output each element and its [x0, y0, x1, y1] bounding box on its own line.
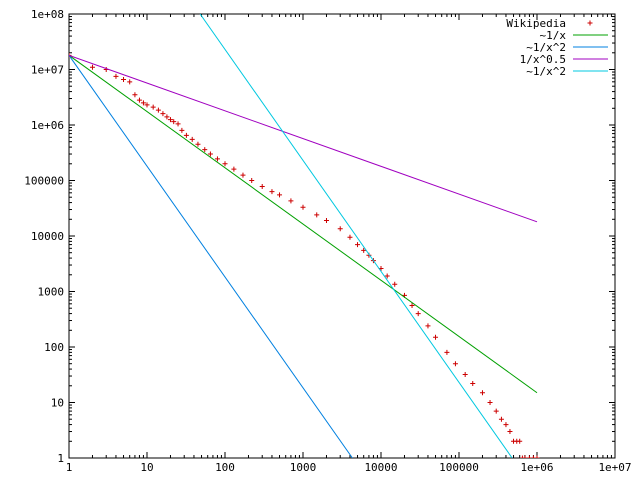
data-point [144, 102, 150, 108]
data-point [452, 361, 458, 367]
x-tick-label: 1e+07 [598, 461, 631, 474]
x-tick-label: 1 [66, 461, 73, 474]
y-tick-label: 100 [44, 341, 64, 354]
data-point [487, 400, 493, 405]
data-point [167, 117, 173, 123]
data-point [259, 183, 265, 189]
series-line [69, 54, 538, 223]
series-line [69, 54, 538, 394]
data-point [314, 212, 320, 218]
x-tick-label: 1e+06 [520, 461, 553, 474]
data-point [189, 136, 195, 142]
legend-label: 1/x^0.5 [520, 53, 566, 66]
data-point [214, 156, 220, 162]
x-tick-label: 10000 [364, 461, 397, 474]
y-tick-label: 1e+07 [31, 64, 64, 77]
data-point [479, 390, 485, 396]
plot-area [69, 14, 540, 458]
data-point [231, 166, 237, 172]
data-point [517, 438, 523, 444]
series-line [69, 55, 353, 458]
series-line [199, 14, 513, 458]
data-point [132, 92, 138, 98]
data-point [183, 132, 189, 138]
data-point [498, 416, 504, 422]
data-point [240, 172, 246, 178]
axis-ticks [68, 13, 616, 459]
data-point [121, 77, 127, 83]
data-point [503, 422, 509, 428]
data-point [347, 234, 353, 240]
data-point [155, 107, 161, 113]
data-point [222, 161, 228, 167]
data-point [140, 100, 146, 106]
legend-label: ~1/x [540, 29, 567, 42]
y-tick-label: 100000 [24, 175, 64, 188]
y-tick-label: 10000 [31, 230, 64, 243]
legend: Wikipedia~1/x~1/x^21/x^0.5~1/x^2 [506, 17, 608, 78]
data-point [113, 73, 119, 79]
data-point [171, 119, 177, 125]
data-point [323, 218, 329, 224]
data-point [179, 127, 185, 133]
y-tick-label: 1e+06 [31, 119, 64, 132]
x-tick-label: 1000 [290, 461, 317, 474]
y-tick-label: 1 [57, 452, 64, 465]
y-tick-label: 10 [51, 397, 64, 410]
data-point [300, 204, 306, 210]
data-point [160, 111, 166, 117]
data-point [195, 141, 201, 147]
data-point [425, 323, 431, 329]
legend-label: Wikipedia [506, 17, 566, 30]
x-tick-label: 10 [140, 461, 153, 474]
data-point [507, 429, 513, 435]
data-point [530, 455, 536, 458]
data-point [249, 178, 255, 183]
data-point [433, 334, 439, 340]
data-point [355, 242, 361, 248]
data-point [150, 104, 156, 110]
data-point [392, 281, 398, 287]
data-point [361, 247, 367, 253]
data-point [69, 52, 72, 58]
data-point [164, 114, 170, 120]
data-point [136, 97, 142, 103]
data-point [415, 311, 421, 317]
data-point [175, 121, 181, 127]
legend-label: ~1/x^2 [526, 41, 566, 54]
data-point [202, 147, 208, 153]
data-point [444, 349, 450, 355]
data-point [384, 273, 390, 279]
data-point [127, 79, 133, 85]
x-axis-tick-labels: 1 10 100 1000 10000 100000 1e+06 1e+07 [66, 461, 632, 474]
data-point [519, 455, 525, 458]
legend-label: ~1/x^2 [526, 65, 566, 78]
data-point [470, 380, 476, 386]
data-point [337, 226, 343, 232]
data-point [462, 371, 468, 377]
data-point [409, 302, 415, 308]
data-point [277, 192, 283, 198]
data-point [288, 198, 294, 204]
plot-frame [68, 13, 616, 459]
x-tick-label: 100 [215, 461, 235, 474]
data-point [493, 408, 499, 414]
y-axis-tick-labels: 1 10 100 1000 10000 100000 1e+06 1e+07 1e+08 [24, 8, 64, 465]
data-point [522, 455, 528, 458]
data-point [207, 151, 213, 157]
x-tick-label: 100000 [439, 461, 479, 474]
data-point [526, 455, 532, 458]
y-tick-label: 1000 [38, 286, 65, 299]
data-point [534, 455, 540, 458]
data-point [89, 64, 95, 70]
y-tick-label: 1e+08 [31, 8, 64, 21]
legend-marker [587, 20, 593, 26]
data-point [269, 189, 275, 195]
